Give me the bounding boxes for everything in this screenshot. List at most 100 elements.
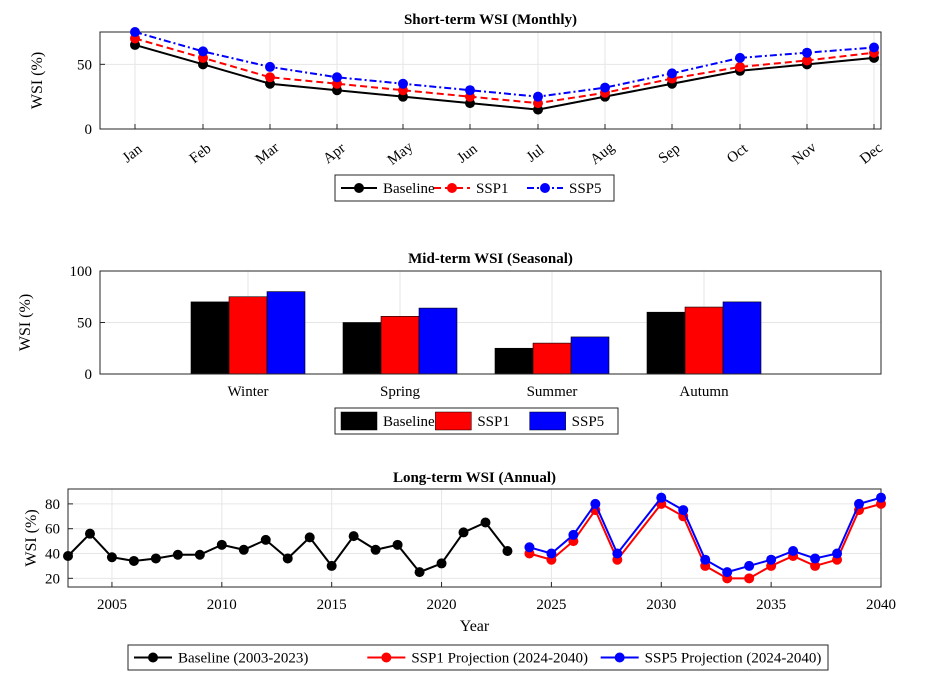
y-tick-label: 80 (45, 497, 60, 513)
data-point (722, 567, 733, 578)
bar (646, 311, 686, 375)
data-point (744, 560, 755, 571)
legend-box-0 (334, 174, 615, 202)
data-point (667, 68, 677, 79)
data-point (414, 567, 425, 578)
data-point (810, 560, 821, 571)
plot-frame-0 (99, 31, 882, 130)
data-point (735, 52, 745, 63)
bar (190, 301, 230, 375)
data-point (238, 544, 249, 555)
x-tick-label: Jul (524, 142, 548, 165)
plot-frame-2 (67, 488, 882, 588)
series-line (134, 37, 875, 105)
legend-marker (614, 652, 625, 663)
data-point (198, 46, 208, 57)
x-tick-label: 2015 (317, 597, 347, 613)
data-point (150, 553, 161, 564)
data-point (802, 55, 812, 66)
legend-label: Baseline (2003-2023) (178, 651, 308, 667)
data-point (392, 539, 403, 550)
data-point (766, 554, 777, 565)
legend-box-2 (127, 644, 829, 671)
x-tick-label: Jun (454, 141, 481, 167)
data-point (282, 553, 293, 564)
bar (532, 342, 572, 375)
data-point (612, 548, 623, 559)
y-tick-label: 0 (85, 122, 93, 138)
data-point (480, 517, 491, 528)
legend-label: SSP5 Projection (2024-2040) (645, 651, 822, 667)
data-point (130, 27, 140, 37)
series-line (134, 43, 875, 111)
data-point (265, 72, 275, 83)
x-tick-label: 2030 (646, 597, 676, 613)
y-tick-label: 40 (45, 547, 60, 563)
legend-box-1 (334, 407, 619, 435)
legend-marker (148, 652, 158, 663)
legend-label: SSP1 Projection (2024-2040) (411, 651, 588, 667)
data-point (326, 560, 337, 571)
series-line (134, 31, 875, 98)
plot-frame-1 (99, 270, 882, 375)
legend-marker (540, 183, 550, 193)
legend-label: SSP1 (477, 414, 510, 430)
data-point (546, 548, 557, 559)
x-tick-label: 2020 (427, 597, 457, 613)
y-tick-label: 0 (85, 367, 93, 383)
data-point (854, 498, 865, 509)
x-tick-label: Mar (253, 140, 283, 168)
series-line (529, 502, 882, 580)
legend-label: SSP1 (476, 181, 509, 197)
data-point (600, 82, 610, 93)
data-point (106, 552, 117, 563)
bar (380, 316, 420, 375)
data-point (348, 531, 359, 542)
x-tick-label: Summer (527, 384, 578, 400)
y-tick-label: 50 (77, 316, 92, 332)
x-tick-label: 2025 (536, 597, 566, 613)
bar (722, 301, 762, 375)
x-tick-label: 2010 (207, 597, 237, 613)
x-tick-label: Dec (857, 140, 886, 168)
bar (684, 306, 724, 375)
x-tick-label: Autumn (679, 384, 729, 400)
data-point (700, 554, 711, 565)
x-tick-label: Feb (187, 141, 215, 167)
y-axis-label-0: WSI (%) (29, 52, 46, 109)
chart-title-0: Short-term WSI (Monthly) (404, 12, 577, 28)
x-tick-label: Jan (120, 141, 146, 166)
x-tick-label: Sep (656, 141, 684, 167)
data-point (260, 534, 271, 545)
data-point (502, 546, 513, 557)
legend-swatch (340, 411, 378, 431)
legend-label: Baseline (383, 181, 435, 197)
data-point (869, 42, 879, 53)
chart-title-2: Long-term WSI (Annual) (393, 470, 556, 486)
data-point (568, 529, 579, 540)
data-point (172, 549, 183, 560)
bar (570, 336, 610, 375)
data-point (788, 546, 799, 557)
data-point (533, 91, 543, 102)
bar (228, 296, 268, 375)
data-point (802, 47, 812, 58)
data-point (398, 78, 408, 89)
x-tick-label: Spring (380, 384, 421, 400)
legend-marker (354, 183, 364, 193)
legend-marker (447, 183, 457, 193)
data-point (370, 544, 381, 555)
data-point (265, 61, 275, 72)
bar (494, 347, 534, 375)
data-point (876, 492, 886, 503)
x-tick-label: Winter (227, 384, 268, 400)
data-point (465, 85, 475, 96)
x-tick-label: Oct (724, 140, 752, 166)
data-point (735, 61, 745, 72)
legend-label: Baseline (383, 414, 435, 430)
y-axis-label-1: WSI (%) (17, 294, 34, 351)
data-point (744, 573, 755, 584)
x-tick-label: 2005 (97, 597, 127, 613)
x-tick-label: Nov (789, 139, 820, 168)
